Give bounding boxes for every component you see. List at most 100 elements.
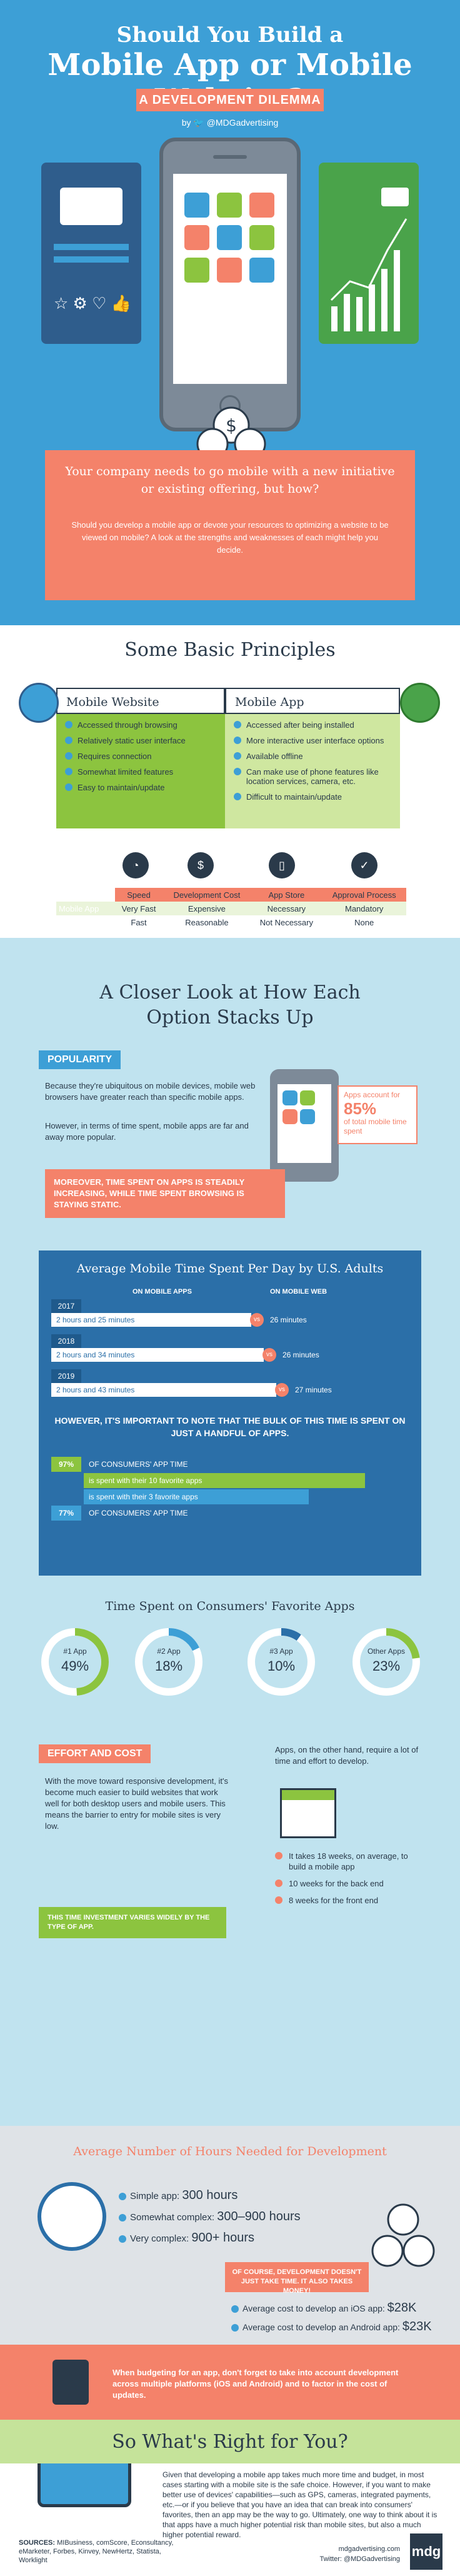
table-cell: Expensive	[162, 902, 251, 915]
subtitle-banner: A DEVELOPMENT DILEMMA	[136, 89, 324, 111]
tablet-icon	[38, 2463, 131, 2507]
web-time-label: 26 minutes	[282, 1351, 319, 1359]
svg-text:$: $	[226, 415, 237, 436]
download-icon	[400, 683, 440, 723]
list-item: Available offline	[234, 752, 394, 761]
stat-text: OF CONSUMERS' APP TIME	[89, 1509, 188, 1517]
growth-chart-icon	[330, 188, 409, 331]
app-time-bar: 2 hours and 43 minutes	[51, 1383, 276, 1397]
closer-look-section: A Closer Look at How Each Option Stacks …	[0, 938, 460, 2126]
hours-title: Average Number of Hours Needed for Devel…	[73, 2145, 387, 2158]
popularity-paragraph-1: Because they're ubiquitous on mobile dev…	[45, 1081, 256, 1102]
right-title: So What's Right for You?	[112, 2431, 348, 2453]
favorites-title: Time Spent on Consumers' Favorite Apps	[105, 1599, 355, 1613]
closer-title-line-2: Option Stacks Up	[146, 1007, 314, 1029]
app-tile-icon	[217, 258, 242, 283]
intro-box: Your company needs to go mobile with a n…	[45, 450, 415, 600]
callout-pre: Apps account for	[344, 1090, 401, 1099]
list-item: 8 weeks for the front end	[275, 1895, 425, 1906]
mobile-website-column: Mobile Website Accessed through browsing…	[56, 688, 225, 828]
sources-list: MIBusiness, comScore, Econsultancy, eMar…	[19, 2539, 174, 2564]
cost-item: Average cost to develop an iOS app: $28K	[231, 2301, 416, 2315]
checkmark-icon: ✓	[351, 852, 378, 878]
table-corner	[56, 888, 115, 902]
mobile-app-heading: Mobile App	[225, 688, 400, 714]
stat-pct: 97%	[51, 1457, 81, 1472]
app-tile-icon	[300, 1090, 315, 1105]
effort-tag: EFFORT AND COST	[39, 1744, 151, 1763]
table-cell: Reasonable	[162, 915, 251, 929]
site-link[interactable]: mdgadvertising.com	[338, 2545, 400, 2553]
right-for-you-section: Given that developing a mobile app takes…	[0, 2463, 460, 2576]
calendar-header	[282, 1790, 334, 1800]
globe-icon	[19, 683, 59, 723]
twitter-handle[interactable]: Twitter: @MDGadvertising	[319, 2555, 400, 2563]
intro-paragraph: Should you develop a mobile app or devot…	[71, 520, 389, 555]
year-label: 2019	[51, 1369, 81, 1383]
hours-label: Somewhat complex:	[130, 2212, 215, 2223]
speaker-icon	[213, 155, 247, 159]
calculator-icon	[52, 2360, 89, 2405]
mobile-app-list: Accessed after being installed More inte…	[234, 720, 394, 808]
table-header: Development Cost	[162, 888, 251, 902]
mdg-logo: mdg	[410, 2533, 442, 2570]
effort-left-paragraph: With the move toward responsive developm…	[45, 1776, 228, 1831]
apps-share-callout: Apps account for 85% of total mobile tim…	[338, 1085, 418, 1144]
principles-title: Some Basic Principles	[124, 639, 336, 661]
table-header: Speed	[114, 888, 163, 902]
vs-badge: vs	[275, 1383, 289, 1397]
table-header-row: Speed Development Cost App Store Approva…	[56, 888, 406, 902]
stat-row: is spent with their 3 favorite apps	[51, 1489, 408, 1504]
table-header: App Store	[251, 888, 322, 902]
cost-label: Average cost to develop an Android app:	[242, 2322, 400, 2332]
app-tile-icon	[282, 1109, 298, 1124]
right-text: Given that developing a mobile app takes…	[162, 2470, 438, 2539]
bullet-icon	[119, 2214, 126, 2222]
app-time-bar: 2 hours and 25 minutes	[51, 1313, 251, 1327]
web-time-label: 26 minutes	[270, 1316, 307, 1324]
donut-label: #1 App	[63, 1647, 87, 1656]
list-item: Can make use of phone features like loca…	[234, 767, 394, 786]
effort-bullets: It takes 18 weeks, on average, to build …	[275, 1851, 425, 1912]
calendar-icon	[280, 1788, 336, 1838]
mobile-website-heading: Mobile Website	[56, 688, 225, 714]
moreover-box: MOREOVER, TIME SPENT ON APPS IS STEADILY…	[45, 1169, 285, 1218]
donut-arc	[135, 1628, 202, 1696]
donut-label: Other Apps	[367, 1647, 406, 1656]
table-cell: None	[322, 915, 406, 929]
sources-label: SOURCES:	[19, 2539, 56, 2547]
hours-label: Very complex:	[130, 2233, 189, 2244]
stat-bar-97: is spent with their 10 favorite apps	[84, 1473, 365, 1488]
popularity-paragraph-2: However, in terms of time spent, mobile …	[45, 1121, 249, 1142]
row-header: Mobile Web	[56, 915, 115, 929]
table-cell: Mandatory	[322, 902, 406, 915]
bullet-icon	[119, 2235, 126, 2243]
star-gear-heart-icons: ☆ ⚙ ♡ 👍	[54, 294, 131, 313]
table-cell: Not Necessary	[251, 915, 322, 929]
speedometer-icon: ◔	[122, 852, 149, 878]
list-item: Relatively static user interface	[65, 736, 219, 745]
bullet-icon	[119, 2193, 126, 2201]
website-card-illustration: ☆ ⚙ ♡ 👍	[41, 163, 141, 344]
bullet-icon	[231, 2305, 239, 2313]
donut-value: 18%	[154, 1658, 183, 1674]
hours-value: 300–900 hours	[217, 2210, 301, 2223]
phone-illustration	[270, 1069, 339, 1182]
app-tile-icon	[184, 258, 209, 283]
comparison-table: Speed Development Cost App Store Approva…	[56, 888, 406, 929]
donut-chart: #2 App 18%	[132, 1626, 205, 1698]
table-cell: Very Fast	[114, 902, 163, 915]
hours-section: Average Number of Hours Needed for Devel…	[0, 2126, 460, 2345]
budget-text: When budgeting for an app, don't forget …	[112, 2368, 399, 2400]
app-tile-icon	[249, 193, 274, 218]
phone-screen	[173, 174, 287, 384]
right-for-you-header: So What's Right for You?	[0, 2420, 460, 2463]
list-item: 10 weeks for the back end	[275, 1878, 425, 1889]
app-tile-icon	[249, 225, 274, 250]
hero-section: Should You Build a Mobile App or Mobile …	[0, 0, 460, 625]
clock-icon	[38, 2182, 106, 2251]
app-tile-icon	[249, 258, 274, 283]
cost-item: Average cost to develop an Android app: …	[231, 2320, 432, 2334]
table-cell: Necessary	[251, 902, 322, 915]
mobile-icon: ▯	[269, 852, 295, 878]
